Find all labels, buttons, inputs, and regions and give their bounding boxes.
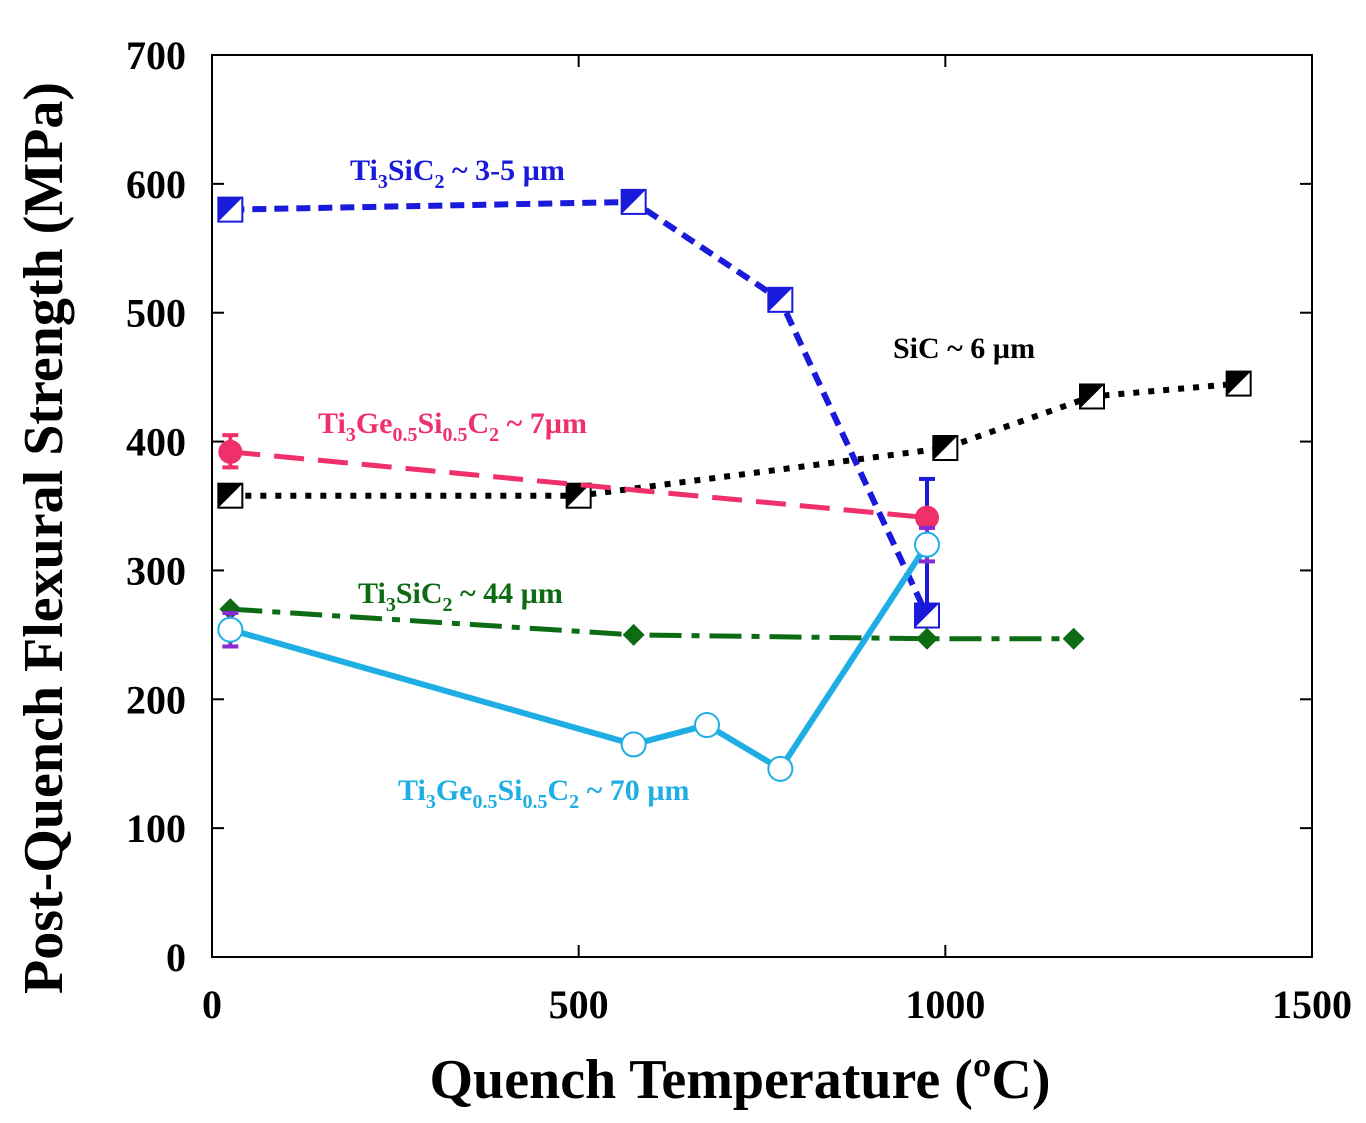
data-point	[218, 439, 243, 464]
data-point	[914, 531, 940, 558]
series-label-part: Ti	[358, 577, 386, 610]
series-label: Ti3Ge0.5Si0.5C2 ~ 7µm	[318, 407, 587, 446]
series-label-part: 2	[569, 791, 579, 813]
series-label-part: 3	[378, 171, 388, 193]
series-label-part: 2	[443, 594, 453, 616]
series-label-part: Si	[497, 774, 522, 807]
series-2	[218, 433, 939, 530]
series-label-part: 0.5	[523, 791, 548, 813]
x-tick-label: 1500	[1272, 982, 1352, 1027]
y-tick-label: 200	[126, 677, 186, 722]
series-line	[230, 606, 1074, 642]
series-label-part: 0.5	[392, 424, 417, 446]
series-3	[219, 598, 1085, 650]
series-label-part: SiC ~ 6 µm	[893, 332, 1035, 365]
data-point-fill	[915, 603, 939, 628]
data-point	[916, 627, 938, 650]
data-point-fill	[768, 287, 793, 312]
axis-ticks	[211, 54, 1313, 958]
series-label-part: C	[548, 774, 570, 807]
series-line	[230, 449, 928, 521]
data-point	[767, 755, 794, 782]
data-point	[620, 731, 647, 758]
series-label-part: SiC	[388, 154, 435, 187]
y-tick-label: 0	[166, 935, 186, 980]
y-tick-label: 400	[126, 420, 186, 465]
data-point-fill	[566, 483, 591, 508]
series-label-part: 0.5	[472, 791, 497, 813]
y-tick-label: 300	[126, 548, 186, 593]
y-tick-label: 500	[126, 291, 186, 336]
series-line	[229, 543, 930, 772]
data-point	[694, 712, 720, 739]
x-tick-label: 500	[549, 982, 609, 1027]
series-label-part: 2	[489, 424, 499, 446]
series-label: Ti3SiC2 ~ 44 µm	[358, 577, 563, 616]
series-label-part: ~ 70 µm	[579, 774, 689, 807]
data-point	[622, 623, 645, 646]
data-point	[915, 505, 939, 530]
series-label-part: 3	[346, 424, 356, 446]
series-4	[217, 525, 940, 782]
x-tick-label: 1000	[905, 982, 985, 1027]
series-label-part: Ti	[350, 154, 378, 187]
series-label-part: ~ 3-5 µm	[445, 154, 565, 187]
data-point-fill	[933, 436, 958, 461]
series-label-part: 0.5	[443, 424, 468, 446]
series-label-part: Ti	[318, 407, 346, 440]
series-0	[217, 188, 940, 629]
data-point-fill	[218, 197, 243, 222]
series-label-part: Si	[417, 407, 442, 440]
axis-tick-labels: 0 500 1000 1500 0 100 200 300 400 500 600 700	[126, 33, 1352, 1027]
series-label: SiC ~ 6 µm	[893, 332, 1035, 365]
series-label-part: 3	[386, 594, 396, 616]
series-label-part: C	[468, 407, 490, 440]
series-label-part: ~ 7µm	[499, 407, 587, 440]
data-point-fill	[621, 189, 646, 214]
series-1	[217, 370, 1252, 509]
y-tick-label: 100	[126, 806, 186, 851]
series-label-part: 3	[426, 791, 436, 813]
series-label: Ti3SiC2 ~ 3-5 µm	[350, 154, 565, 193]
data-point	[217, 616, 244, 643]
y-tick-label: 600	[126, 162, 186, 207]
plot-frame	[211, 54, 1313, 958]
y-tick-label: 700	[126, 33, 186, 78]
series-label-part: ~ 44 µm	[453, 577, 563, 610]
series-label-part: 2	[435, 171, 445, 193]
series-label: Ti3Ge0.5Si0.5C2 ~ 70 µm	[398, 774, 690, 813]
data-point	[1062, 627, 1085, 650]
series-label-part: Ti	[398, 774, 426, 807]
series-label-part: Ge	[436, 774, 473, 807]
series-layer	[217, 188, 1252, 782]
x-axis-title: Quench Temperature (ºC)	[430, 1049, 1051, 1111]
x-tick-label: 0	[202, 982, 222, 1027]
series-label-part: Ge	[356, 407, 393, 440]
data-point-fill	[1080, 384, 1104, 409]
series-label-part: SiC	[396, 577, 443, 610]
y-axis-title: Post-Quench Flexural Strength (MPa)	[13, 82, 75, 994]
data-point-fill	[1226, 371, 1251, 396]
data-point-fill	[218, 483, 243, 508]
series-line	[230, 198, 930, 617]
